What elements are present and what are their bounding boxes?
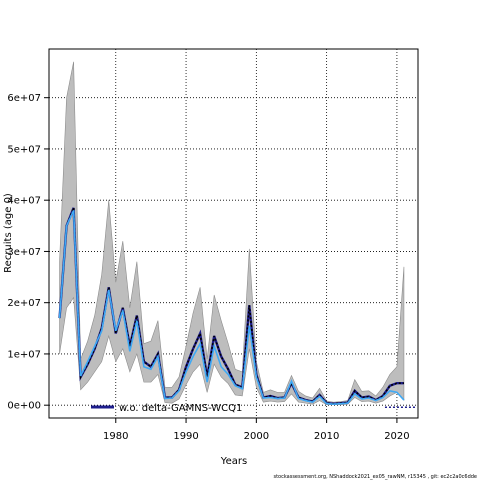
comparison-line	[58, 210, 405, 405]
y-tick-label: 0e+00	[7, 401, 41, 412]
y-tick-label: 6e+07	[7, 93, 41, 104]
legend: w.o. delta-GAMNS-WCQ1	[91, 403, 242, 414]
x-tick-label: 1980	[103, 431, 128, 442]
footer-text: stockassessment.org, NShaddock2021_ex05_…	[273, 474, 477, 480]
y-tick-label: 5e+07	[7, 144, 41, 155]
x-tick-label: 2000	[244, 431, 269, 442]
estimate-line-dotted	[58, 207, 404, 405]
series-lines	[58, 207, 417, 408]
x-axis-title: Years	[220, 456, 247, 467]
legend-label: w.o. delta-GAMNS-WCQ1	[119, 403, 242, 414]
y-tick-label: 4e+07	[7, 196, 41, 207]
y-axis: 0e+00 1e+07 2e+07 3e+07 4e+07 5e+07 6e+07	[7, 93, 49, 412]
x-tick-label: 2010	[314, 431, 339, 442]
plot-frame	[48, 48, 419, 419]
x-tick-label: 1990	[173, 431, 198, 442]
confidence-band-area	[59, 61, 405, 405]
y-axis-title: Recruits (age 0)	[3, 193, 14, 273]
x-axis: 1980 1990 2000 2010 2020	[103, 418, 410, 442]
y-tick-label: 1e+07	[7, 349, 41, 360]
x-tick-label: 2020	[384, 431, 409, 442]
confidence-band	[59, 61, 405, 405]
y-tick-label: 2e+07	[7, 298, 41, 309]
y-tick-label: 3e+07	[7, 247, 41, 258]
